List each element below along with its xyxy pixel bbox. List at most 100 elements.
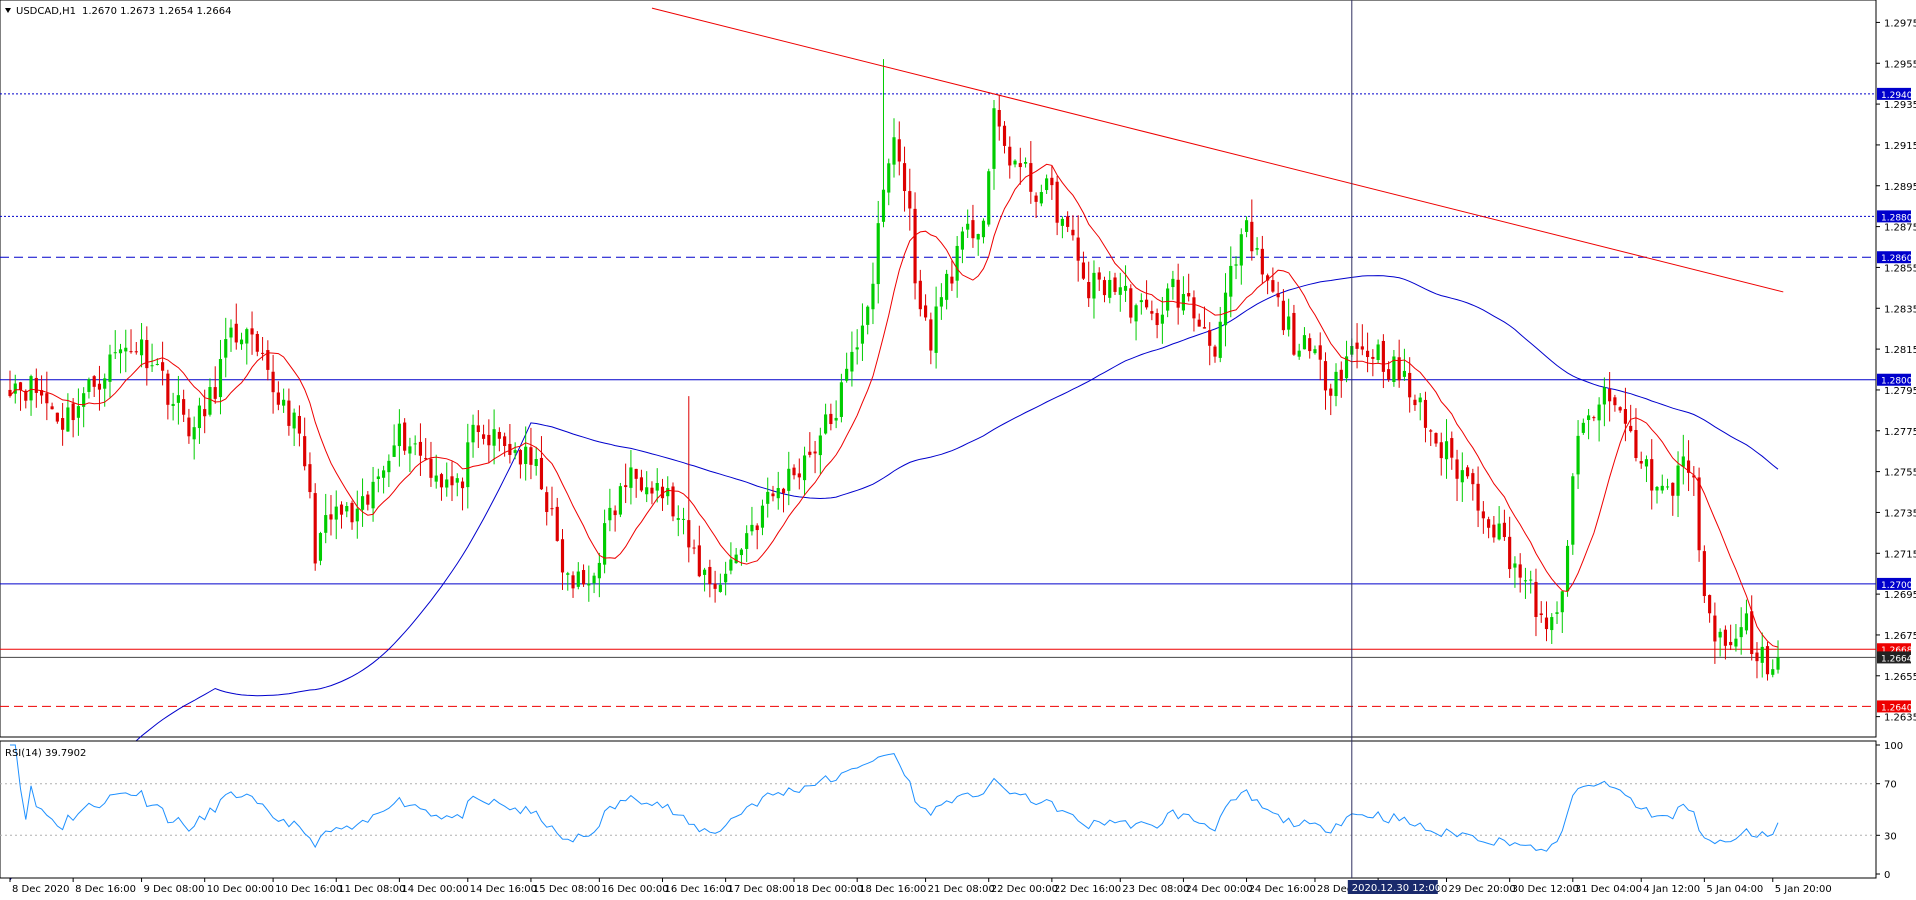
rsi-path: [10, 744, 1779, 852]
candle: [1171, 270, 1175, 300]
candle-body: [924, 305, 928, 318]
price-tick-label: 1.2775: [1884, 427, 1916, 438]
candle: [1439, 432, 1443, 476]
candle-body: [1555, 612, 1559, 614]
candle: [560, 529, 565, 590]
rsi-panel[interactable]: [0, 740, 1877, 879]
candle: [382, 465, 386, 494]
time-tick-label: 24 Dec 00:00: [1185, 884, 1252, 895]
candle: [397, 409, 401, 467]
candle: [881, 59, 886, 228]
candle: [1244, 216, 1249, 238]
candle-body: [550, 508, 554, 510]
candle-body: [103, 378, 107, 389]
candle-body: [639, 477, 644, 491]
candle-body: [1092, 272, 1096, 299]
candle-body: [1471, 473, 1475, 485]
candle: [208, 378, 212, 417]
candle: [908, 168, 912, 231]
candle-body: [1581, 422, 1585, 433]
candle: [1502, 509, 1506, 541]
triangle-down-icon[interactable]: [5, 8, 11, 13]
candle-body: [18, 382, 23, 390]
time-tick-label: 10 Dec 00:00: [207, 884, 274, 895]
candle: [1276, 281, 1280, 307]
candle-body: [718, 584, 722, 592]
candle-body: [1681, 456, 1685, 467]
candle: [71, 398, 75, 438]
price-panel[interactable]: [0, 0, 1877, 881]
candle-body: [113, 352, 117, 354]
candle-body: [603, 523, 607, 565]
candle-body: [1513, 563, 1517, 568]
candle-body: [1071, 229, 1075, 236]
candle: [182, 389, 186, 422]
candle: [439, 472, 444, 501]
candle-body: [918, 280, 922, 310]
candle-body: [824, 414, 828, 434]
candle: [1250, 199, 1254, 261]
candle: [1676, 451, 1680, 518]
price-tick-label: 1.2855: [1884, 263, 1916, 274]
candle: [755, 523, 759, 550]
candle-body: [576, 571, 580, 587]
candle: [1576, 420, 1580, 489]
candle: [1755, 642, 1759, 679]
time-tick-label: 24 Dec 16:00: [1249, 884, 1316, 895]
candle-body: [697, 545, 701, 577]
price-tick-label: 1.2895: [1884, 182, 1916, 193]
candle-body: [413, 443, 417, 445]
candle: [282, 388, 286, 413]
candle: [1418, 393, 1422, 421]
candle-body: [1481, 511, 1485, 519]
time-tick-label: 5 Jan 04:00: [1706, 884, 1763, 895]
candle: [1639, 451, 1643, 469]
candle: [945, 269, 949, 310]
candle: [1565, 539, 1570, 597]
candle: [1597, 397, 1601, 442]
candle: [1534, 568, 1538, 637]
candle-body: [1334, 371, 1338, 397]
trendline[interactable]: [651, 7, 1784, 293]
candle-body: [171, 403, 175, 406]
candle: [103, 373, 107, 407]
time-tick-label: 17 Dec 08:00: [728, 884, 795, 895]
candle: [781, 487, 786, 513]
candle-body: [1281, 300, 1285, 331]
candle: [1376, 339, 1380, 364]
candle-body: [976, 234, 980, 240]
candle-body: [418, 441, 423, 456]
candle-body: [866, 306, 870, 325]
rsi-line: [10, 744, 1779, 852]
candle-body: [1508, 536, 1512, 570]
price-tick-label: 1.2795: [1884, 386, 1916, 397]
candle: [1039, 184, 1043, 207]
candle: [808, 432, 812, 458]
candle-body: [329, 514, 333, 520]
candle: [476, 410, 480, 449]
candle-body: [1171, 278, 1175, 288]
candle: [566, 571, 570, 591]
candle: [1613, 394, 1617, 412]
candle: [1118, 272, 1122, 312]
candle: [313, 483, 317, 571]
candle-body: [1487, 519, 1491, 528]
candle-body: [966, 223, 970, 230]
candle-body: [1102, 280, 1107, 296]
candle: [1544, 601, 1549, 642]
candle-body: [1455, 459, 1459, 479]
candle: [276, 381, 280, 411]
candle: [734, 547, 738, 564]
candle: [245, 327, 249, 365]
fast-moving-average: [9, 163, 1779, 648]
time-tick-label: 18 Dec 00:00: [796, 884, 863, 895]
candle-body: [545, 492, 549, 513]
candle: [508, 423, 512, 464]
candle-body: [145, 340, 149, 369]
candle-body: [439, 474, 444, 488]
candle: [724, 561, 728, 596]
candle: [708, 559, 712, 598]
candle: [45, 371, 49, 421]
